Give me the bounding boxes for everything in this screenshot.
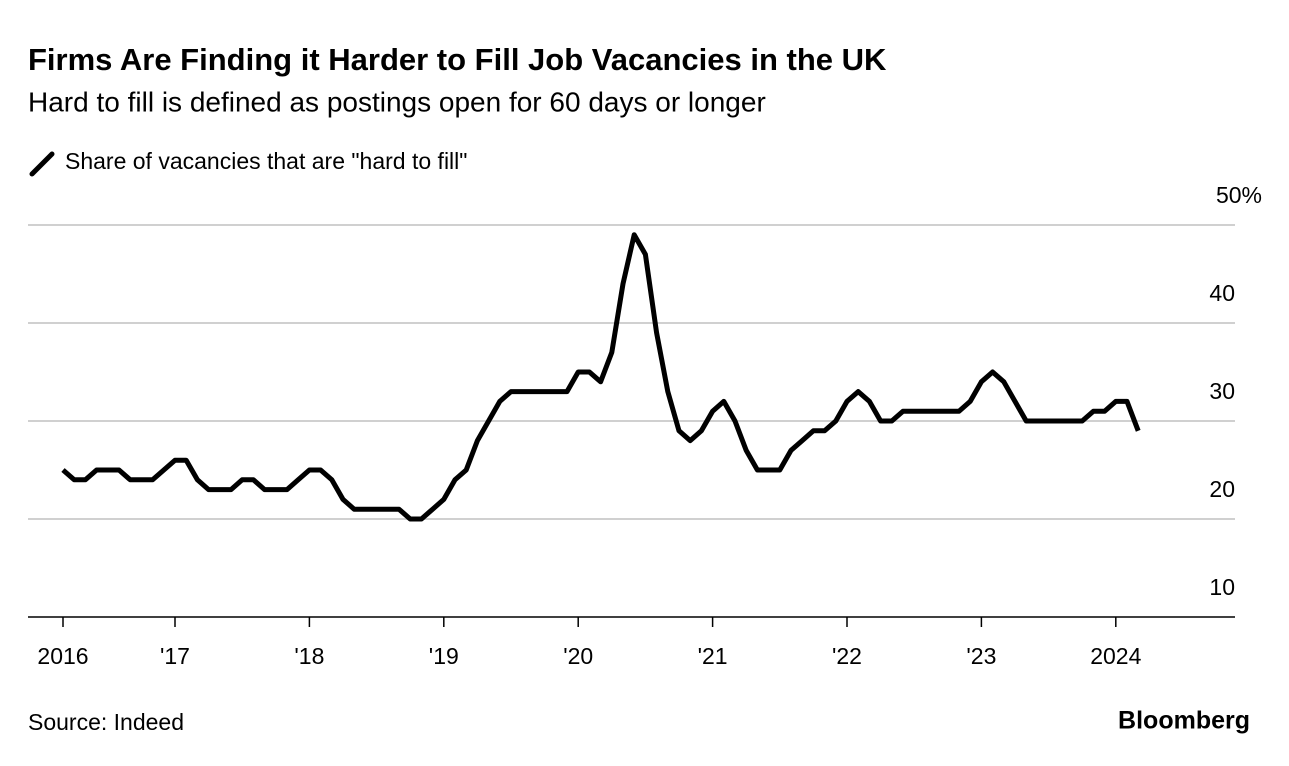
source: Source: Indeed bbox=[28, 709, 184, 735]
legend-label: Share of vacancies that are "hard to fil… bbox=[65, 148, 467, 174]
x-tick-label: 2016 bbox=[37, 643, 88, 669]
x-tick-label: '19 bbox=[429, 643, 459, 669]
y-tick-label: 10 bbox=[1209, 574, 1235, 600]
chart-subtitle: Hard to fill is defined as postings open… bbox=[28, 86, 766, 117]
legend-icon bbox=[29, 151, 55, 177]
chart-title: Firms Are Finding it Harder to Fill Job … bbox=[28, 42, 887, 77]
x-tick-label: '23 bbox=[966, 643, 996, 669]
y-tick-label: 50% bbox=[1216, 182, 1262, 208]
y-tick-label: 30 bbox=[1209, 378, 1235, 404]
brand: Bloomberg bbox=[1118, 707, 1250, 735]
x-tick-label: 2024 bbox=[1090, 643, 1141, 669]
x-tick-label: '21 bbox=[698, 643, 728, 669]
y-tick-label: 20 bbox=[1209, 476, 1235, 502]
x-tick-label: '17 bbox=[160, 643, 190, 669]
y-tick-label: 40 bbox=[1209, 280, 1235, 306]
data-line bbox=[61, 232, 1141, 522]
x-tick-label: '20 bbox=[563, 643, 593, 669]
x-tick-label: '18 bbox=[294, 643, 324, 669]
x-tick-label: '22 bbox=[832, 643, 862, 669]
